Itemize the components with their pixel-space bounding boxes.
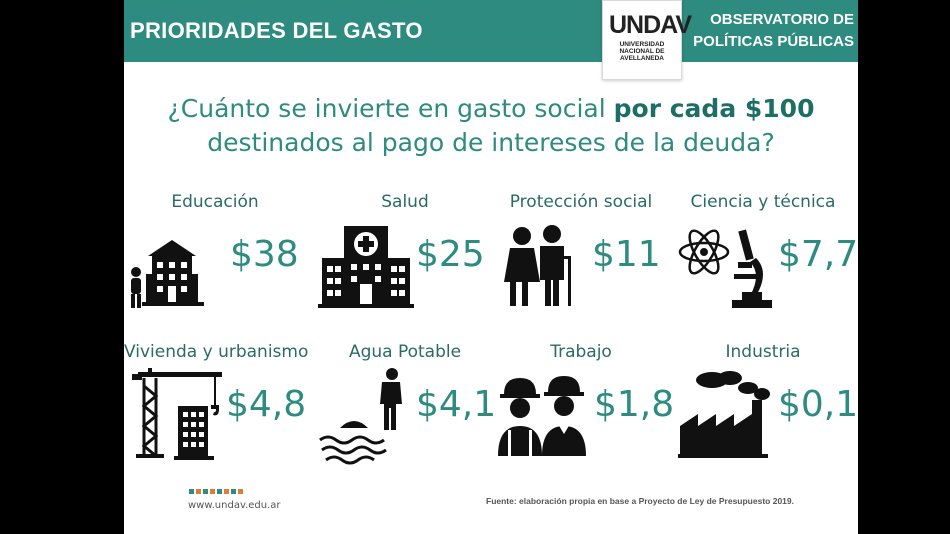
item-ciencia-tecnica: Ciencia y técnica $7,7 bbox=[672, 192, 858, 322]
item-label: Salud bbox=[381, 192, 429, 212]
item-value: $4,1 bbox=[416, 384, 497, 425]
question-highlight: por cada $100 bbox=[613, 94, 815, 123]
item-value: $0,1 bbox=[778, 384, 858, 425]
observatory-label: OBSERVATORIO DE POLÍTICAS PÚBLICAS bbox=[693, 9, 854, 53]
elderly-couple-icon bbox=[504, 225, 571, 306]
hospital-icon bbox=[318, 226, 414, 308]
item-label: Agua Potable bbox=[348, 342, 462, 362]
item-label: Educación bbox=[171, 192, 259, 212]
atom-microscope-icon bbox=[678, 229, 772, 308]
brand-dots bbox=[189, 489, 243, 494]
item-value: $4,8 bbox=[226, 384, 307, 425]
page-title: PRIORIDADES DEL GASTO bbox=[130, 18, 423, 43]
water-worker-icon bbox=[319, 368, 402, 465]
question-part-2: destinados al pago de intereses de la de… bbox=[207, 128, 775, 157]
logo-subtitle: UNIVERSIDAD NACIONAL DE AVELLANEDA bbox=[605, 41, 679, 62]
item-trabajo: Trabajo $1,8 bbox=[490, 342, 675, 472]
item-label: Ciencia y técnica bbox=[690, 192, 836, 212]
school-icon bbox=[131, 240, 204, 308]
item-industria: Industria $0,1 bbox=[672, 342, 858, 472]
question-part-1: ¿Cuánto se invierte en gasto social bbox=[167, 94, 614, 123]
item-vivienda-urbanismo: Vivienda y urbanismo bbox=[124, 342, 309, 472]
item-value: $7,7 bbox=[778, 234, 858, 275]
item-value: $25 bbox=[416, 234, 485, 275]
header-bar: PRIORIDADES DEL GASTO UNDAV UNIVERSIDAD … bbox=[124, 0, 858, 80]
item-salud: Salud bbox=[314, 192, 496, 322]
crane-building-icon bbox=[132, 368, 222, 460]
observatory-line-1: OBSERVATORIO DE bbox=[710, 11, 854, 28]
item-agua-potable: Agua Potable $4,1 bbox=[314, 342, 496, 472]
item-value: $11 bbox=[592, 234, 661, 275]
item-label: Vivienda y urbanismo bbox=[124, 342, 309, 362]
infographic-card: PRIORIDADES DEL GASTO UNDAV UNIVERSIDAD … bbox=[124, 0, 858, 534]
undav-logo: UNDAV UNIVERSIDAD NACIONAL DE AVELLANEDA bbox=[602, 0, 692, 80]
factory-icon bbox=[678, 371, 770, 458]
item-label: Protección social bbox=[509, 192, 653, 212]
item-value: $38 bbox=[230, 234, 299, 275]
logo-text: UNDAV bbox=[609, 11, 692, 39]
item-label: Trabajo bbox=[550, 342, 612, 362]
item-label: Industria bbox=[725, 342, 801, 362]
item-educacion: Educación $38 bbox=[124, 192, 306, 322]
item-value: $1,8 bbox=[594, 384, 675, 425]
observatory-line-2: POLÍTICAS PÚBLICAS bbox=[693, 33, 854, 50]
item-proteccion-social: Protección social $11 bbox=[490, 192, 672, 322]
source-note: Fuente: elaboración propia en base a Pro… bbox=[486, 496, 794, 506]
logo-sub-line-3: AVELLANEDA bbox=[620, 55, 664, 62]
logo-sub-line-1: UNIVERSIDAD bbox=[619, 41, 665, 48]
website-link[interactable]: www.undav.edu.ar bbox=[188, 500, 281, 511]
question-text: ¿Cuánto se invierte en gasto social por … bbox=[124, 92, 858, 160]
logo-sub-line-2: NACIONAL DE bbox=[619, 48, 665, 55]
workers-icon bbox=[498, 376, 586, 456]
